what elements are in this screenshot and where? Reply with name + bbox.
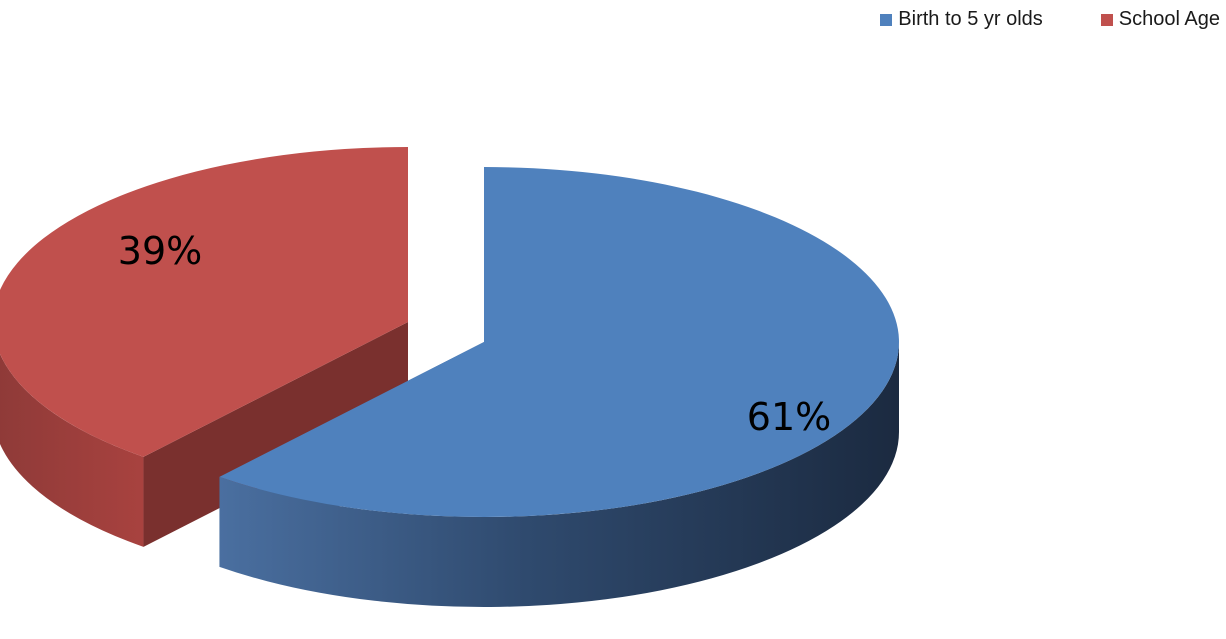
legend: Birth to 5 yr olds School Age [880,8,1220,31]
legend-label-school-age: School Age [1118,8,1220,30]
legend-swatch-birth-to-5 [880,13,893,26]
slice-school-age [0,147,408,457]
pie-label-layer: 61% 39% [118,229,831,439]
data-label-school-age: 39% [118,229,202,273]
slice-side-face [0,353,144,547]
pie-top-layer [0,147,900,517]
legend-item-school-age: School Age [1100,8,1220,31]
slice-cut-face [143,322,408,547]
data-label-birth-to-5: 61% [747,395,831,439]
legend-swatch-school-age [1100,13,1113,26]
legend-item-birth-to-5: Birth to 5 yr olds [880,8,1043,31]
legend-label-birth-to-5: Birth to 5 yr olds [898,8,1043,30]
slice-side-face [219,342,899,607]
slice-birth-to-5 [219,167,900,517]
